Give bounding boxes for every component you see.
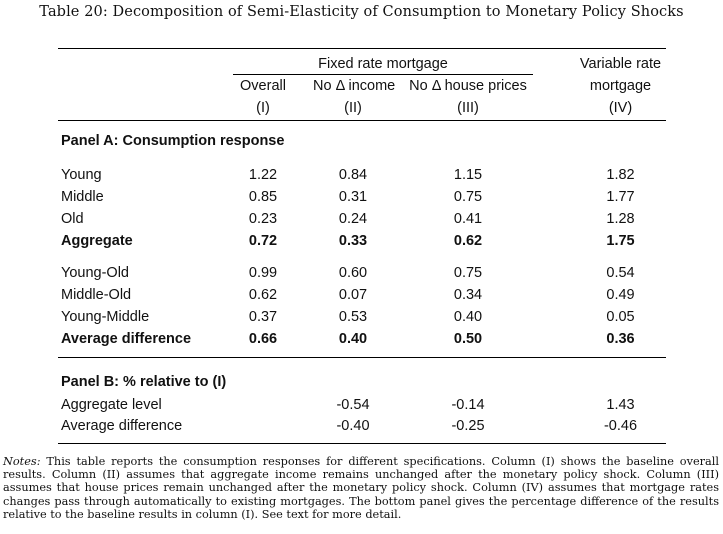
bottom-rule — [58, 443, 666, 444]
row-label: Young-Old — [61, 265, 129, 281]
cell-value: 0.85 — [248, 189, 278, 205]
row-label: Aggregate — [61, 233, 133, 249]
cell-value: 0.40 — [453, 309, 483, 325]
col-numeral-1: (I) — [256, 100, 270, 116]
panel-divider-rule — [58, 357, 666, 358]
cell-value: 0.49 — [606, 287, 635, 303]
row-label: Young-Middle — [61, 309, 150, 325]
row-label: Average difference — [61, 331, 192, 347]
table-caption: Table 20: Decomposition of Semi-Elastici… — [39, 4, 684, 20]
cell-value: 1.15 — [453, 167, 483, 183]
cell-value: 1.22 — [248, 167, 278, 183]
cell-value: 0.54 — [606, 265, 635, 281]
cell-value: 1.77 — [606, 189, 635, 205]
cell-value: 0.66 — [248, 331, 278, 347]
col-numeral-2: (II) — [344, 100, 362, 116]
cell-value: 1.43 — [606, 397, 635, 413]
cell-value: 0.40 — [338, 331, 368, 347]
cell-value: -0.40 — [336, 418, 370, 434]
table-notes: Notes: This table reports the consumptio… — [3, 455, 719, 521]
cell-value: -0.25 — [451, 418, 485, 434]
fixed-rate-group-rule — [233, 74, 533, 75]
cell-value: 0.99 — [248, 265, 278, 281]
cell-value: 0.31 — [338, 189, 368, 205]
cell-value: 0.07 — [338, 287, 368, 303]
cell-value: 1.28 — [606, 211, 635, 227]
notes-text: This table reports the consumption respo… — [3, 455, 719, 521]
variable-rate-header-line1: Variable rate — [579, 56, 662, 72]
row-label: Middle-Old — [61, 287, 132, 303]
cell-value: 0.62 — [453, 233, 483, 249]
panel-b-title: Panel B: % relative to (I) — [61, 374, 227, 390]
cell-value: 0.84 — [338, 167, 368, 183]
notes-lead: Notes: — [3, 455, 41, 468]
row-label: Average difference — [61, 418, 183, 434]
cell-value: 0.53 — [338, 309, 368, 325]
cell-value: 1.75 — [606, 233, 635, 249]
row-label: Young — [61, 167, 102, 183]
col-numeral-3: (III) — [457, 100, 479, 116]
fixed-rate-group-header: Fixed rate mortgage — [318, 56, 448, 72]
cell-value: 1.82 — [606, 167, 635, 183]
cell-value: 0.72 — [248, 233, 278, 249]
cell-value: 0.37 — [248, 309, 278, 325]
cell-value: 0.62 — [248, 287, 278, 303]
cell-value: 0.33 — [338, 233, 368, 249]
cell-value: -0.46 — [603, 418, 638, 434]
row-label: Middle — [61, 189, 104, 205]
cell-value: 0.24 — [338, 211, 368, 227]
cell-value: 0.50 — [453, 331, 483, 347]
cell-value: 0.36 — [606, 331, 635, 347]
panel-a-title: Panel A: Consumption response — [61, 133, 285, 149]
cell-value: 0.23 — [248, 211, 278, 227]
row-label: Aggregate level — [61, 397, 162, 413]
cell-value: 0.75 — [453, 265, 483, 281]
cell-value: 0.75 — [453, 189, 483, 205]
cell-value: 0.05 — [606, 309, 635, 325]
variable-rate-header-line2: mortgage — [589, 78, 652, 94]
cell-value: -0.14 — [451, 397, 485, 413]
col-label-no-income: No Δ income — [313, 78, 396, 94]
col-numeral-4: (IV) — [608, 100, 633, 116]
col-label-no-house-prices: No Δ house prices — [409, 78, 527, 94]
cell-value: 0.60 — [338, 265, 368, 281]
row-label: Old — [61, 211, 84, 227]
col-label-overall: Overall — [240, 78, 286, 94]
cell-value: 0.41 — [453, 211, 483, 227]
header-rule — [58, 120, 666, 121]
top-rule — [58, 48, 666, 49]
cell-value: -0.54 — [336, 397, 370, 413]
cell-value: 0.34 — [453, 287, 483, 303]
